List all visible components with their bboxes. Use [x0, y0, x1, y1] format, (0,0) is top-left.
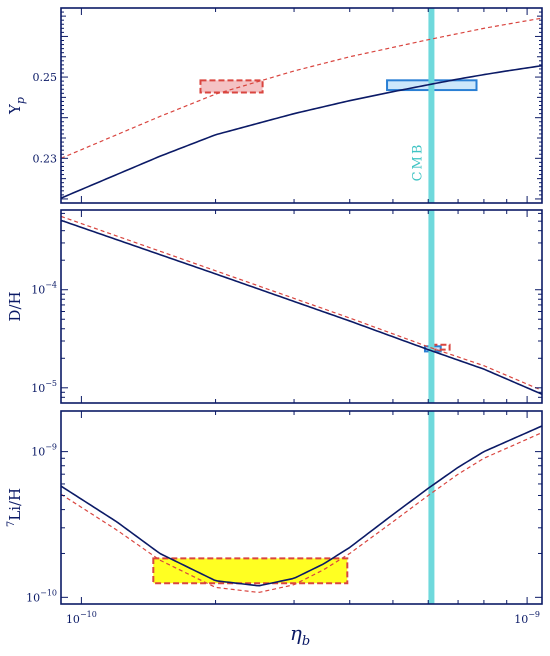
y-axis-label-sub: p	[14, 97, 27, 104]
panel-frame	[60, 209, 543, 404]
y-tick-label: 0.25	[33, 71, 58, 84]
observation-box-red-0	[199, 79, 264, 94]
y-axis-label-middle: D/H	[6, 291, 24, 321]
y-tick-label-base: 10	[31, 284, 45, 297]
x-tick-label-base: 10	[66, 613, 80, 626]
x-tick-label-exp: −9	[528, 610, 540, 619]
y-axis-label-bottom: 7Li/H	[6, 488, 24, 527]
y-tick-label-exp: −5	[45, 379, 57, 388]
curve-solid-middle	[61, 219, 542, 395]
curve-solid-top	[61, 64, 542, 199]
y-axis-label-sup: 7	[6, 521, 17, 527]
x-tick-label-base: 10	[514, 613, 528, 626]
x-axis-label-main: η	[290, 621, 302, 645]
y-tick-label: 10−10	[26, 588, 57, 604]
x-tick-label: 10−10	[66, 610, 97, 626]
panel-middle: 10−510−4D/H	[6, 209, 543, 404]
y-tick-label-exp: −9	[45, 443, 57, 452]
y-tick-label: 10−9	[31, 443, 57, 459]
plot-area	[61, 210, 542, 403]
y-tick-label-base: 10	[31, 446, 45, 459]
y-tick-label: 0.23	[33, 152, 58, 165]
y-axis-label-main: Y	[6, 103, 24, 115]
y-tick-label-base: 10	[26, 591, 40, 604]
x-tick-label: 10−9	[514, 610, 540, 626]
observation-box-red-1	[430, 343, 451, 351]
curve-solid-bottom	[61, 425, 542, 587]
panel-top: 0.23 0.25 Yp CMB	[6, 7, 543, 204]
y-axis-label-main: Li/H	[6, 488, 24, 521]
y-tick-label-exp: −4	[45, 281, 57, 290]
panel-frame	[60, 410, 543, 605]
plot-area	[61, 8, 542, 203]
observation-box-yellow-0	[152, 557, 349, 585]
curve-dashed-bottom	[61, 432, 542, 593]
plot-area	[61, 411, 542, 604]
panels-group: 0.230.25YpCMB10−510−4D/H10−1010−97Li/H10…	[6, 7, 543, 626]
y-tick-label: 10−5	[31, 379, 57, 395]
y-tick-label: 10−4	[31, 281, 57, 297]
panel-frame	[60, 7, 543, 204]
x-axis-label-subscript: b	[302, 634, 310, 649]
curve-dashed-top	[61, 17, 542, 159]
cmb-label: CMB	[410, 143, 425, 182]
y-tick-label-exp: −10	[40, 588, 57, 597]
x-axis-label: ηb	[290, 621, 310, 649]
y-axis-label-top: Yp	[6, 97, 27, 115]
y-tick-label-base: 10	[31, 382, 45, 395]
x-tick-label-exp: −10	[80, 610, 97, 619]
curve-dashed-middle	[61, 215, 542, 391]
